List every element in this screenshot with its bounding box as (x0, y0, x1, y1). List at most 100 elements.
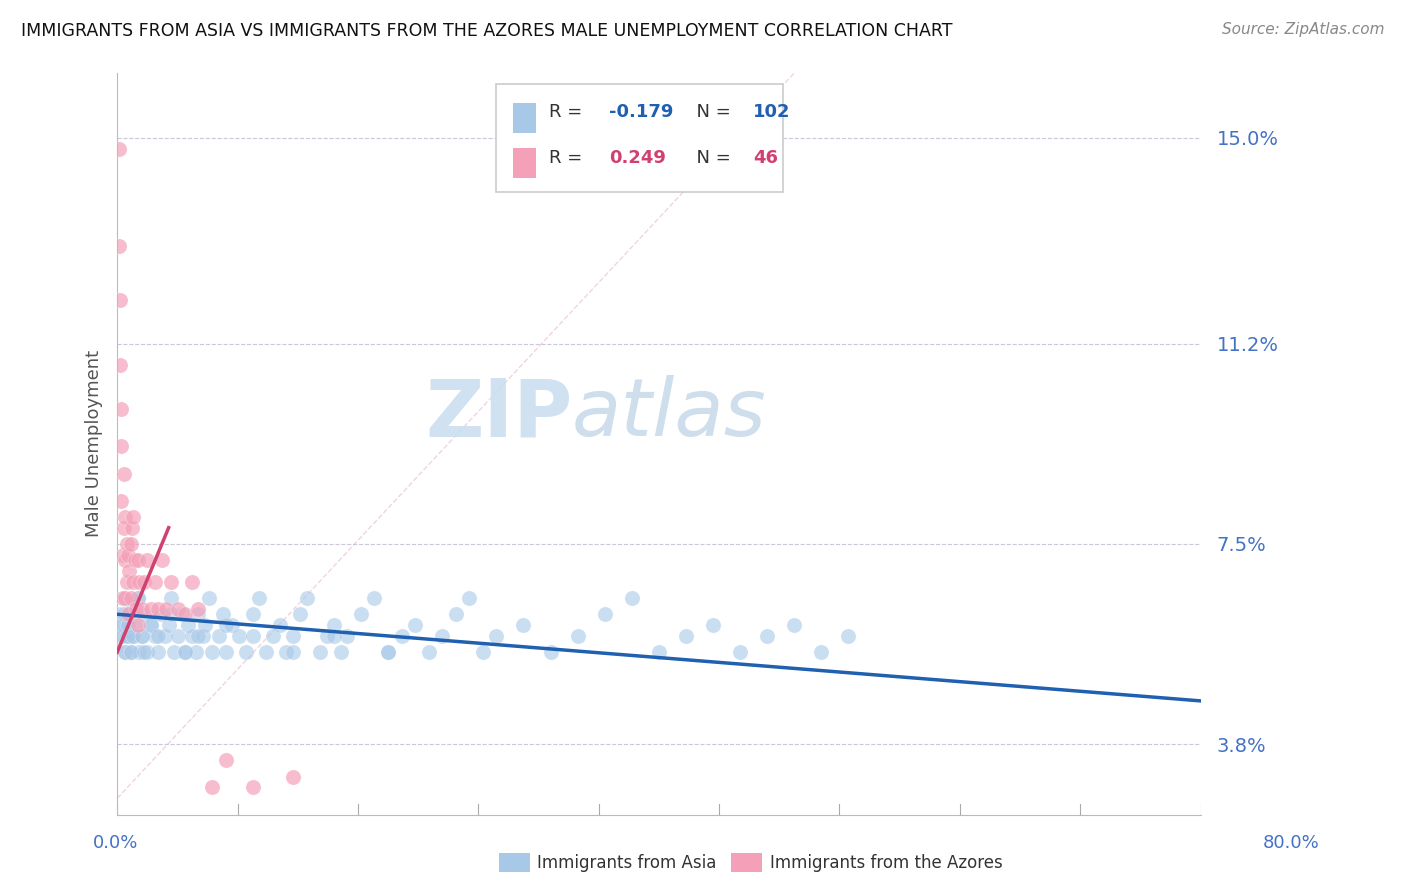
Point (174, 645, 197, 659)
Point (108, 293, 131, 308)
Point (120, 591, 142, 605)
Point (127, 553, 149, 567)
Point (350, 607, 373, 622)
Point (174, 607, 197, 622)
Point (176, 618, 198, 632)
Text: R =: R = (550, 103, 589, 120)
Point (458, 591, 481, 605)
Point (150, 553, 173, 567)
Point (112, 521, 135, 535)
Point (149, 607, 172, 622)
Point (322, 618, 344, 632)
Point (127, 591, 149, 605)
Point (127, 618, 149, 632)
Point (120, 645, 142, 659)
Point (115, 607, 138, 622)
Point (110, 401, 132, 416)
Point (134, 574, 156, 589)
Point (316, 629, 339, 643)
Point (111, 591, 134, 605)
Point (172, 607, 194, 622)
Point (187, 602, 209, 616)
Point (131, 629, 153, 643)
Point (128, 574, 150, 589)
Point (114, 509, 136, 524)
Text: 80.0%: 80.0% (1263, 834, 1319, 852)
Point (139, 618, 162, 632)
Point (114, 591, 136, 605)
Point (110, 440, 132, 454)
Point (180, 574, 202, 589)
Point (269, 618, 291, 632)
Point (110, 618, 132, 632)
Point (124, 553, 146, 567)
Point (283, 645, 305, 659)
Point (111, 618, 134, 632)
Point (136, 553, 159, 567)
Point (288, 607, 311, 622)
Point (114, 645, 136, 659)
Point (322, 629, 344, 643)
Point (593, 607, 616, 622)
Point (117, 607, 139, 622)
Point (471, 645, 494, 659)
Point (211, 607, 233, 622)
Point (131, 629, 153, 643)
Point (108, 359, 131, 373)
Point (228, 629, 250, 643)
Point (235, 645, 257, 659)
Point (122, 629, 145, 643)
Point (115, 574, 138, 589)
Point (117, 548, 139, 562)
Point (107, 142, 129, 156)
Point (160, 607, 183, 622)
Point (363, 591, 385, 605)
Point (122, 629, 145, 643)
Point (118, 564, 141, 578)
Point (336, 629, 359, 643)
Point (143, 629, 166, 643)
Point (107, 239, 129, 253)
Point (110, 629, 132, 643)
Text: ZIP: ZIP (425, 376, 572, 453)
Point (432, 629, 454, 643)
Point (117, 618, 139, 632)
Point (184, 645, 207, 659)
Point (128, 645, 150, 659)
Point (131, 602, 153, 616)
Point (728, 645, 751, 659)
Point (391, 629, 413, 643)
Point (118, 629, 141, 643)
Bar (513, 148, 537, 178)
Text: 102: 102 (754, 103, 790, 120)
Point (242, 780, 264, 795)
Point (143, 574, 166, 589)
Point (121, 521, 143, 535)
Point (377, 645, 399, 659)
Point (114, 645, 136, 659)
Point (146, 645, 169, 659)
Point (122, 509, 145, 524)
Point (648, 645, 671, 659)
Point (512, 618, 534, 632)
Text: R =: R = (550, 149, 589, 167)
Point (214, 618, 236, 632)
Point (139, 618, 162, 632)
Point (702, 618, 724, 632)
Point (276, 645, 298, 659)
Point (214, 645, 236, 659)
Point (121, 602, 143, 616)
Point (540, 645, 562, 659)
Point (201, 645, 224, 659)
Point (134, 607, 156, 622)
Point (167, 602, 190, 616)
Point (254, 645, 277, 659)
Text: IMMIGRANTS FROM ASIA VS IMMIGRANTS FROM THE AZORES MALE UNEMPLOYMENT CORRELATION: IMMIGRANTS FROM ASIA VS IMMIGRANTS FROM … (21, 22, 953, 40)
Point (201, 780, 224, 795)
Point (111, 591, 134, 605)
Point (134, 645, 156, 659)
Point (295, 591, 318, 605)
Point (329, 645, 352, 659)
Point (783, 618, 806, 632)
FancyBboxPatch shape (496, 84, 783, 192)
